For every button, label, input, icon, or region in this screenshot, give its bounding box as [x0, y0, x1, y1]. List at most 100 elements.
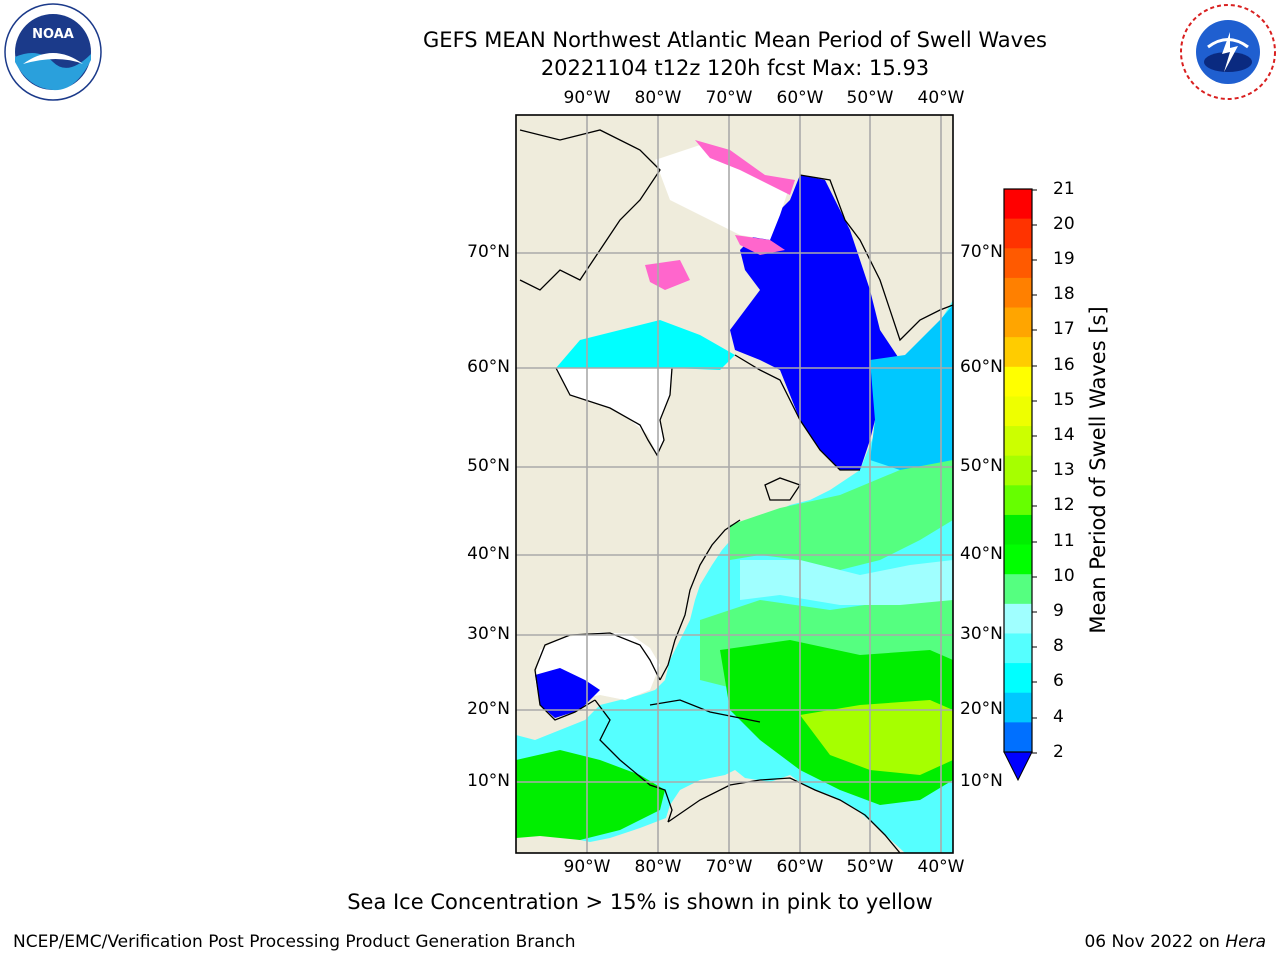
graticule	[516, 115, 953, 853]
map-frame	[515, 114, 954, 854]
lon-label-top: 70°W	[705, 88, 753, 108]
lat-label-right: 60°N	[960, 357, 1003, 377]
lat-label-left: 60°N	[467, 357, 510, 377]
colorbar-tick-label: 11	[1053, 531, 1075, 551]
colorbar-tick-label: 21	[1053, 179, 1075, 199]
sea-ice-caption: Sea Ice Concentration > 15% is shown in …	[347, 890, 933, 914]
colorbar-tick-label: 10	[1053, 566, 1075, 586]
noaa-logo-icon: NOAA	[4, 3, 102, 101]
footer-host: Hera	[1225, 932, 1266, 952]
lat-label-right: 30°N	[960, 624, 1003, 644]
ocean-zone-yellow-green	[800, 700, 953, 775]
footer-date: 06 Nov 2022 on Hera	[1084, 932, 1266, 952]
colorbar-tick-label: 12	[1053, 495, 1075, 515]
colorbar-tick-label: 9	[1053, 601, 1064, 621]
ocean-hudson-strait	[556, 320, 735, 370]
colorbar-swatch	[1004, 574, 1032, 605]
lon-label-top: 60°W	[776, 88, 824, 108]
colorbar-swatch	[1004, 722, 1032, 753]
lon-label-top: 80°W	[634, 88, 682, 108]
lon-label-top: 50°W	[846, 88, 894, 108]
lat-label-left: 70°N	[467, 242, 510, 262]
lon-label-bottom: 90°W	[563, 857, 611, 877]
footer-credit: NCEP/EMC/Verification Post Processing Pr…	[13, 932, 576, 952]
nws-logo	[1178, 2, 1278, 102]
colorbar-tick-label: 20	[1053, 214, 1075, 234]
colorbar-tick-label: 13	[1053, 460, 1075, 480]
coastline-greenland	[799, 174, 954, 342]
coastline-gulf	[534, 632, 661, 721]
colorbar-tick-label: 4	[1053, 707, 1064, 727]
ocean-north-atlantic-blue	[870, 305, 953, 470]
colorbar-swatch	[1004, 455, 1032, 486]
colorbar-swatch	[1004, 426, 1032, 457]
colorbar-tick-label: 8	[1053, 636, 1064, 656]
colorbar-label: Mean Period of Swell Waves [s]	[1086, 306, 1110, 634]
lat-label-right: 20°N	[960, 699, 1003, 719]
coastline-central-america	[594, 699, 673, 823]
colorbar-swatch	[1004, 189, 1032, 220]
colorbar-swatch	[1004, 396, 1032, 427]
colorbar-tick-label: 15	[1053, 390, 1075, 410]
ocean-zone-green-north	[730, 455, 953, 570]
sea-ice-baffin	[655, 145, 790, 240]
lat-label-right: 50°N	[960, 456, 1003, 476]
colorbar-tick-label: 19	[1053, 249, 1075, 269]
lon-label-bottom: 80°W	[634, 857, 682, 877]
ocean-field	[516, 140, 953, 853]
ocean-gulf-blue	[535, 668, 600, 718]
colorbar-swatch	[1004, 514, 1032, 546]
colorbar-tick-label: 6	[1053, 671, 1064, 691]
colorbar	[1003, 188, 1037, 782]
coastlines	[519, 129, 954, 854]
lon-label-bottom: 60°W	[776, 857, 824, 877]
colorbar-swatch	[1004, 485, 1032, 516]
lat-label-right: 70°N	[960, 242, 1003, 262]
colorbar-tick-label: 18	[1053, 284, 1075, 304]
coastline-arctic	[519, 129, 661, 291]
colorbar-tick-label: 2	[1053, 742, 1064, 762]
colorbar-swatch	[1004, 663, 1032, 694]
noaa-logo: NOAA	[3, 2, 103, 102]
colorbar-swatch	[1004, 337, 1032, 368]
lat-label-left: 20°N	[467, 699, 510, 719]
lon-label-bottom: 70°W	[705, 857, 753, 877]
colorbar-swatch	[1004, 277, 1032, 309]
nws-logo-icon	[1180, 4, 1276, 100]
lat-label-left: 10°N	[467, 771, 510, 791]
noaa-logo-text: NOAA	[32, 27, 74, 42]
colorbar-swatch	[1004, 603, 1032, 634]
colorbar-swatch	[1004, 366, 1032, 397]
coastline-newfoundland	[764, 477, 802, 501]
colorbar-swatch	[1004, 218, 1032, 249]
lat-label-left: 50°N	[467, 456, 510, 476]
chart-subtitle: 20221104 t12z 120h fcst Max: 15.93	[540, 56, 930, 80]
colorbar-tick-label: 17	[1053, 319, 1075, 339]
colorbar-tick-label: 16	[1053, 355, 1075, 375]
coastline-east-us	[659, 519, 741, 681]
lon-label-top: 90°W	[563, 88, 611, 108]
colorbar-tick-label: 14	[1053, 425, 1075, 445]
coastline-south-america	[667, 777, 901, 854]
colorbar-swatch	[1004, 544, 1032, 575]
coastline-cuba	[649, 699, 761, 723]
sea-ice-edge-pink-3	[645, 260, 690, 290]
ocean-hudson-bay	[556, 368, 672, 455]
colorbar-swatch	[1004, 248, 1032, 279]
colorbar-swatch	[1004, 307, 1032, 338]
sea-ice-edge-pink	[695, 140, 795, 195]
lon-label-bottom: 40°W	[917, 857, 965, 877]
colorbar-extend-arrow	[1003, 751, 1033, 782]
ocean-zone-light-cyan	[740, 560, 953, 605]
lon-label-top: 40°W	[917, 88, 965, 108]
colorbar-swatch	[1004, 692, 1032, 723]
colorbar-swatch	[1004, 633, 1032, 664]
lon-label-bottom: 50°W	[846, 857, 894, 877]
chart-title: GEFS MEAN Northwest Atlantic Mean Period…	[423, 28, 1047, 52]
sea-ice-edge-pink-2	[735, 235, 785, 255]
lat-label-right: 10°N	[960, 771, 1003, 791]
coastline-hudson-bay	[555, 367, 673, 457]
lat-label-right: 40°N	[960, 544, 1003, 564]
lat-label-left: 40°N	[467, 544, 510, 564]
